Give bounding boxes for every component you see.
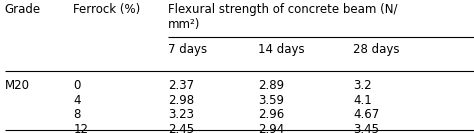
Text: 0: 0 [73,79,81,92]
Text: 3.59: 3.59 [258,93,284,107]
Text: 2.37: 2.37 [168,79,194,92]
Text: Flexural strength of concrete beam (N/
mm²): Flexural strength of concrete beam (N/ m… [168,3,398,31]
Text: 2.45: 2.45 [168,123,194,133]
Text: 3.23: 3.23 [168,108,194,121]
Text: Grade: Grade [5,3,41,16]
Text: Ferrock (%): Ferrock (%) [73,3,141,16]
Text: 2.89: 2.89 [258,79,284,92]
Text: 12: 12 [73,123,89,133]
Text: 3.45: 3.45 [353,123,379,133]
Text: 4.1: 4.1 [353,93,372,107]
Text: 4: 4 [73,93,81,107]
Text: 2.96: 2.96 [258,108,284,121]
Text: M20: M20 [5,79,30,92]
Text: 4.67: 4.67 [353,108,379,121]
Text: 2.98: 2.98 [168,93,194,107]
Text: 7 days: 7 days [168,43,208,56]
Text: 8: 8 [73,108,81,121]
Text: 3.2: 3.2 [353,79,372,92]
Text: 14 days: 14 days [258,43,305,56]
Text: 2.94: 2.94 [258,123,284,133]
Text: 28 days: 28 days [353,43,400,56]
